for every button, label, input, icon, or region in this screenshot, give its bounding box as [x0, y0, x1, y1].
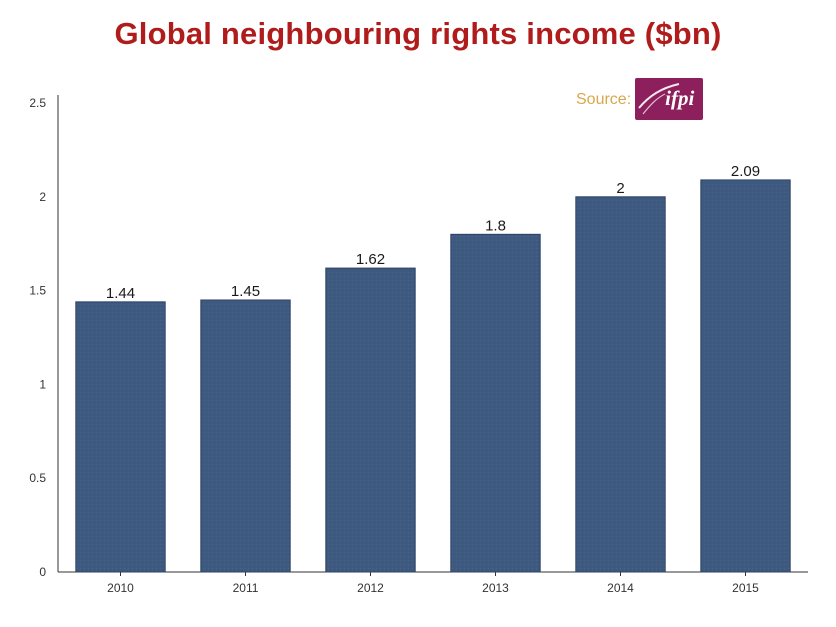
x-tick-label: 2015 — [732, 581, 759, 595]
ifpi-logo-text: ifpi — [665, 86, 695, 110]
x-tick-label: 2011 — [233, 581, 259, 595]
x-axis: 2010 2011 2012 2013 2014 2015 — [58, 571, 808, 595]
data-label-2015: 2.09 — [731, 163, 760, 180]
bars — [75, 179, 791, 573]
bar-2011 — [200, 299, 291, 573]
source-attribution: Source: ifpi — [576, 78, 704, 120]
ifpi-logo: ifpi — [635, 78, 704, 120]
bar-2012 — [325, 267, 416, 573]
x-tick-label: 2013 — [482, 581, 509, 595]
x-tick-label: 2014 — [607, 581, 634, 595]
bar-2010 — [75, 301, 166, 573]
y-tick-label: 2 — [39, 190, 46, 204]
y-tick-label: 2.5 — [29, 96, 46, 110]
chart-title: Global neighbouring rights income ($bn) — [114, 16, 722, 51]
data-label-2012: 1.62 — [356, 251, 385, 268]
y-tick-label: 0.5 — [29, 471, 46, 485]
source-label: Source: — [576, 91, 632, 108]
data-label-2013: 1.8 — [485, 217, 506, 234]
bar-2015 — [700, 179, 791, 573]
x-tick-label: 2012 — [357, 581, 384, 595]
y-tick-label: 0 — [39, 565, 46, 579]
data-label-2011: 1.45 — [231, 283, 260, 300]
bar-2013 — [450, 233, 541, 573]
y-tick-label: 1 — [39, 377, 46, 391]
bar-2014 — [575, 196, 666, 573]
data-labels: 1.44 1.45 1.62 1.8 2 2.09 — [106, 163, 760, 302]
data-label-2010: 1.44 — [106, 285, 135, 302]
x-tick-label: 2010 — [107, 581, 134, 595]
y-tick-label: 1.5 — [29, 284, 46, 298]
y-axis: 0 0.5 1 1.5 2 2.5 — [29, 95, 59, 579]
data-label-2014: 2 — [616, 180, 624, 197]
